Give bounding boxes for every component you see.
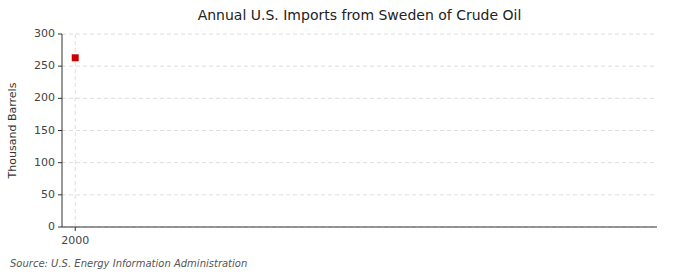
- y-grid-line: [62, 34, 657, 35]
- y-tick-label: 250: [34, 59, 55, 72]
- axes: 0 50 100 150 200 250 300 2000: [34, 27, 657, 247]
- x-tick: [75, 227, 76, 231]
- x-tick-label: 2000: [61, 234, 89, 247]
- grid: [62, 34, 657, 227]
- y-tick: [58, 227, 62, 228]
- y-axis-label: Thousand Barrels: [6, 82, 19, 179]
- point: [72, 54, 79, 61]
- y-tick-label: 300: [34, 27, 55, 40]
- y-grid-line: [62, 227, 657, 228]
- title: Annual U.S. Imports from Sweden of Crude…: [198, 7, 522, 23]
- chart-container: 0 50 100 150 200 250 300 2000 Annual U.S. Import…: [0, 0, 675, 275]
- y-grid-line: [62, 162, 657, 163]
- y-tick: [58, 194, 62, 195]
- y-tick-label: 200: [34, 91, 55, 104]
- y-grid-line: [62, 194, 657, 195]
- y-tick-label: 0: [48, 220, 55, 233]
- y-grid-line: [62, 66, 657, 67]
- y-tick: [58, 98, 62, 99]
- y-tick-label: 50: [41, 188, 55, 201]
- y-grid-line: [62, 130, 657, 131]
- y-tick: [58, 34, 62, 35]
- y-tick-label: 150: [34, 124, 55, 137]
- y-tick: [58, 162, 62, 163]
- y-tick-label: 100: [34, 156, 55, 169]
- points: [72, 54, 79, 61]
- y-tick: [58, 130, 62, 131]
- chart: 0 50 100 150 200 250 300 2000 Annual U.S. Import…: [0, 0, 675, 275]
- source-note: Source: U.S. Energy Information Administ…: [10, 258, 247, 269]
- y-grid-line: [62, 98, 657, 99]
- y-tick: [58, 66, 62, 67]
- x-axis-line: [62, 227, 657, 228]
- x-grid-line: [75, 34, 76, 227]
